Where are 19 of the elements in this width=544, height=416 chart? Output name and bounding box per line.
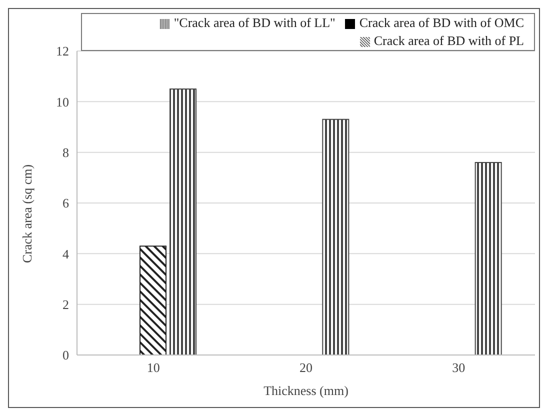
- y-tick-label: 0: [62, 348, 69, 363]
- y-tick-label: 4: [62, 246, 70, 262]
- legend-label: Crack area of BD with of OMC: [359, 15, 524, 30]
- legend-label: Crack area of BD with of PL: [374, 33, 524, 48]
- bar: [140, 246, 166, 355]
- x-tick-label: 30: [452, 360, 466, 376]
- x-axis-title: Thickness (mm): [264, 383, 348, 398]
- y-tick-label: 10: [56, 94, 69, 110]
- x-tick-label: 10: [146, 360, 160, 376]
- bar: [170, 88, 196, 355]
- legend-label: "Crack area of BD with of LL": [174, 15, 336, 30]
- bar: [322, 118, 350, 355]
- y-tick-label: 2: [62, 296, 69, 312]
- y-tick-label: 8: [62, 144, 69, 160]
- y-tick-label: 12: [56, 44, 69, 59]
- x-tick-label: 20: [300, 360, 312, 376]
- bar: [474, 162, 502, 355]
- y-axis-title: Crack area (sq cm): [20, 164, 35, 263]
- y-tick-label: 6: [62, 196, 70, 211]
